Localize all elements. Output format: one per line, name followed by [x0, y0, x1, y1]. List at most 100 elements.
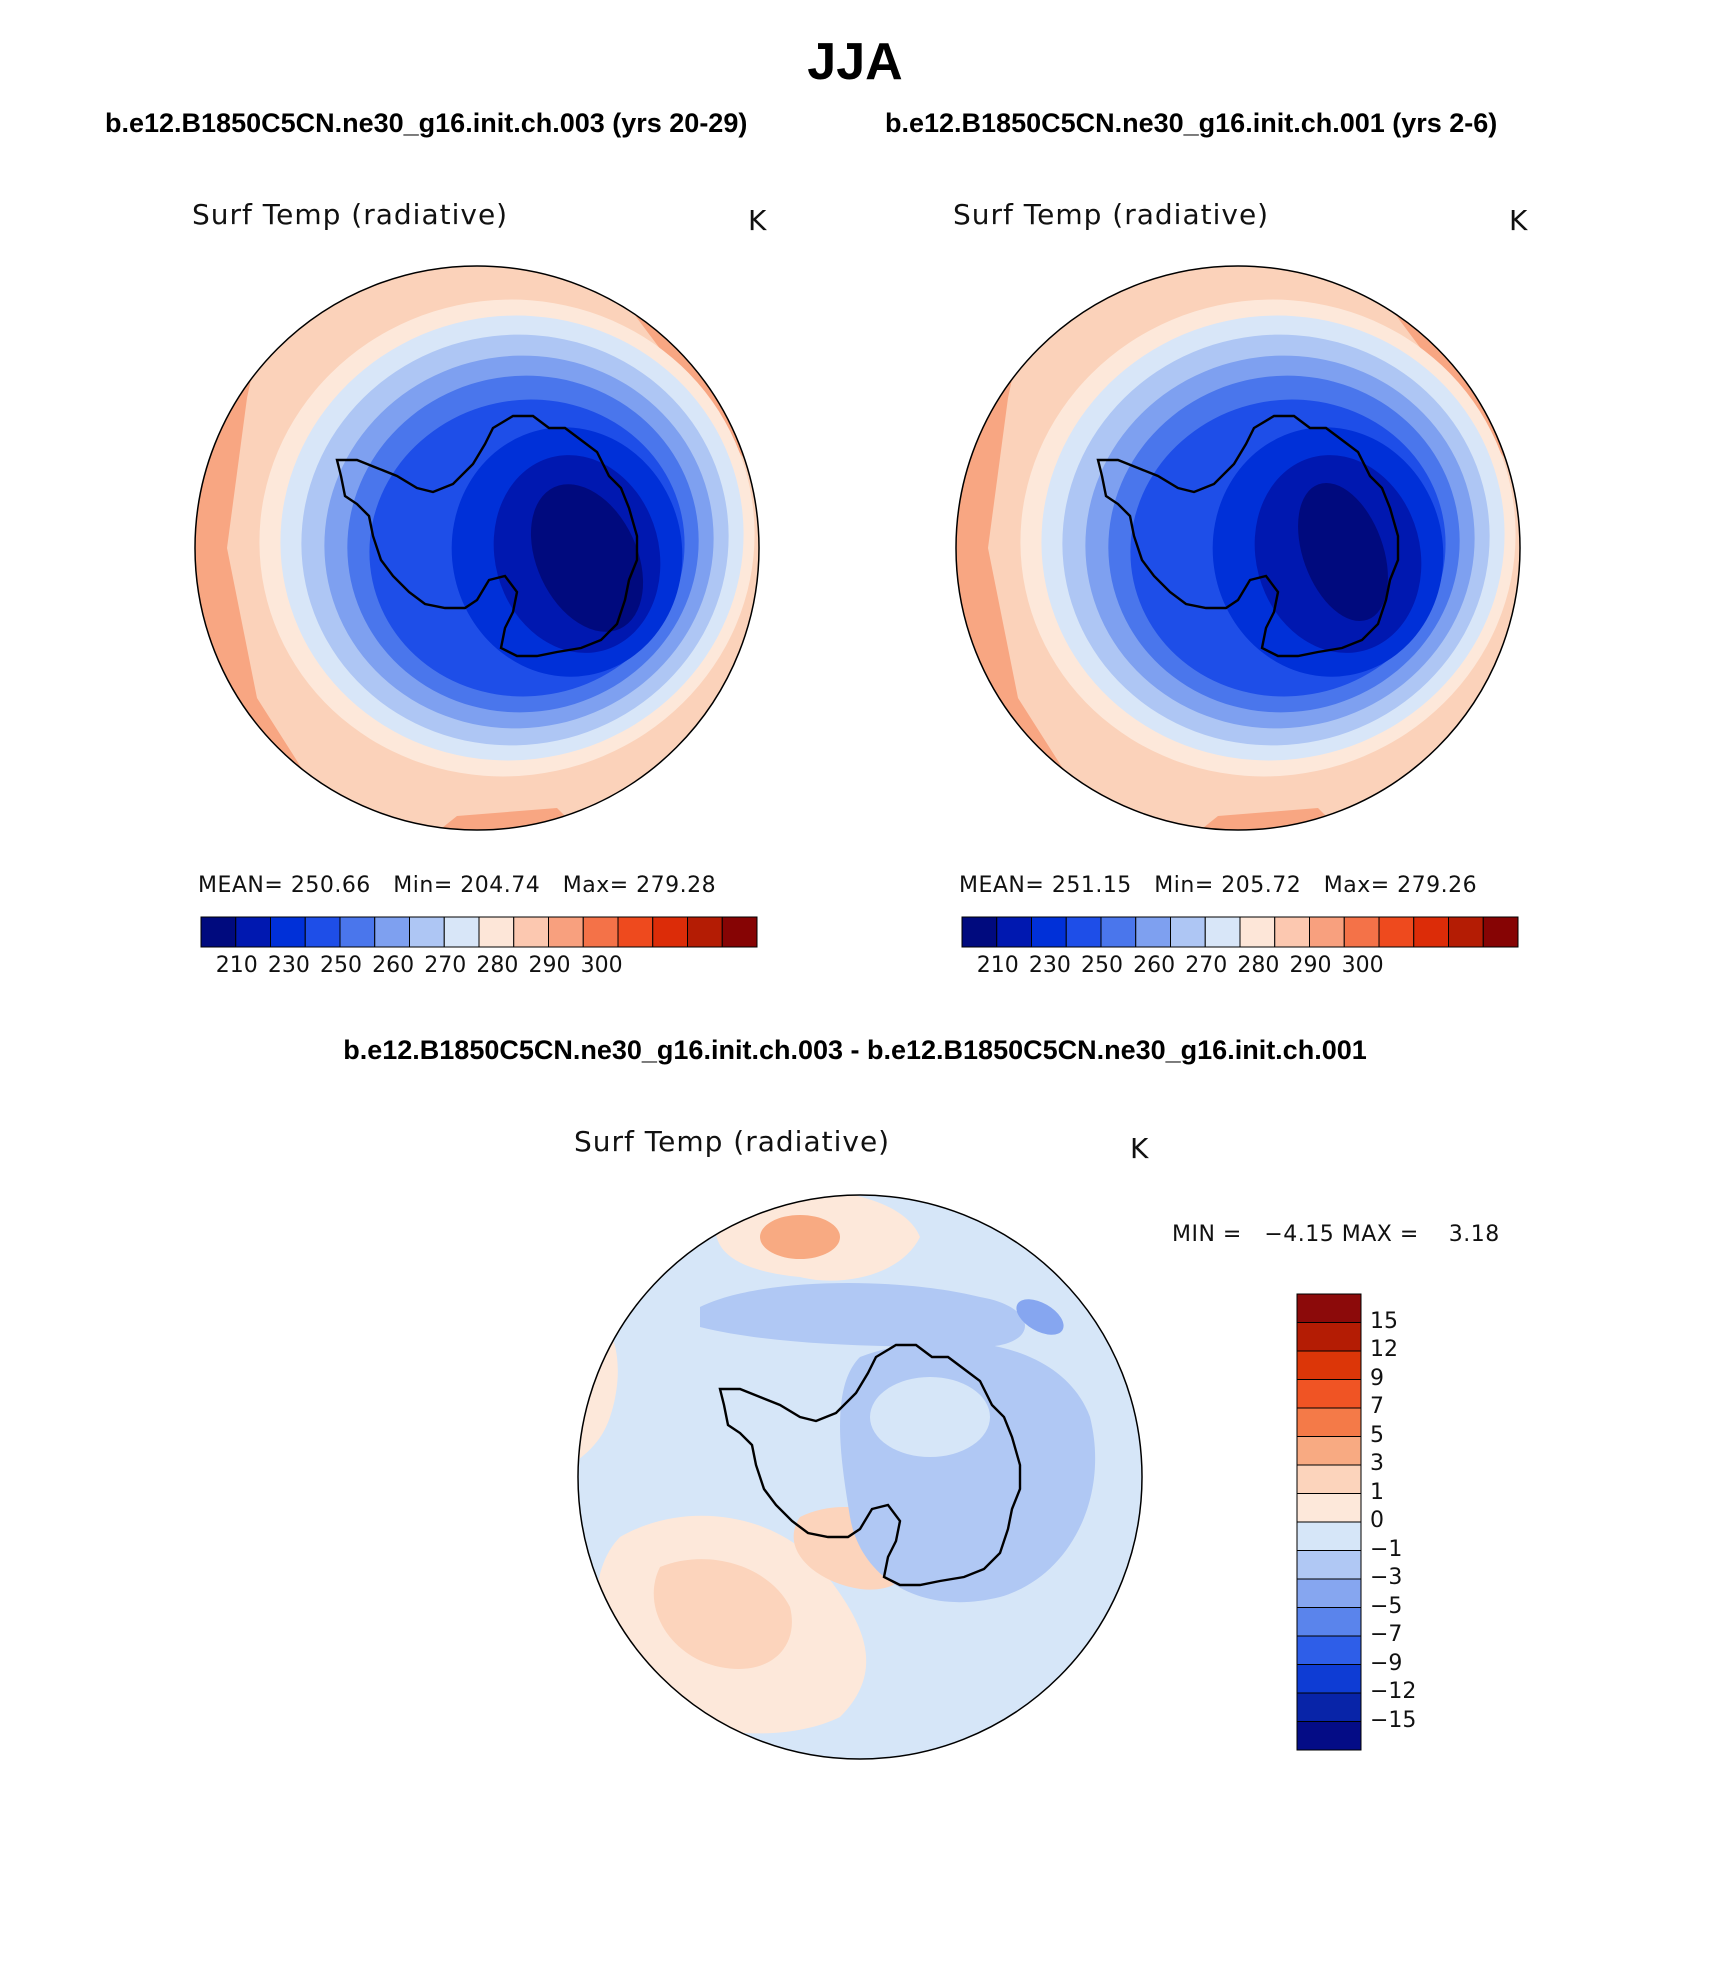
diff-minmax: MIN = −4.15 MAX = 3.18 [1172, 1222, 1500, 1247]
right-units-label: K [1509, 204, 1528, 237]
right-colorbar-ticks: 210 230 250 260 270 280 290 300 [962, 953, 1518, 983]
colorbar-swatch [374, 916, 410, 948]
colorbar-tick-label: −7 [1370, 1622, 1403, 1647]
difference-colorbar [1296, 1293, 1362, 1751]
left-min-value: 204.74 [460, 873, 541, 898]
colorbar-swatch [1296, 1550, 1362, 1580]
right-stats: MEAN= 251.15 Min= 205.72 Max= 279.26 [959, 873, 1477, 898]
colorbar-swatch [1296, 1407, 1362, 1437]
colorbar-tick-label: −1 [1370, 1536, 1403, 1562]
colorbar-swatch [443, 916, 480, 948]
colorbar-swatch [1296, 1635, 1362, 1665]
colorbar-swatch [1309, 916, 1345, 948]
colorbar-tick-label: 270 [424, 953, 467, 978]
colorbar-swatch [1065, 916, 1102, 948]
colorbar-swatch [721, 916, 758, 948]
colorbar-swatch [1296, 1607, 1362, 1637]
left-colorbar-ticks: 210 230 250 260 270 280 290 300 [201, 953, 757, 983]
colorbar-swatch [409, 916, 445, 948]
colorbar-swatch [1239, 916, 1276, 948]
left-max-value: 279.28 [636, 873, 717, 898]
contour-210 [530, 484, 644, 632]
left-colorbar [200, 916, 758, 948]
colorbar-swatch [961, 916, 998, 948]
colorbar-tick-label: −12 [1370, 1679, 1417, 1704]
diff-max-value: 3.18 [1448, 1222, 1500, 1247]
diff-min-label: MIN = [1172, 1222, 1242, 1247]
colorbar-swatch [1296, 1721, 1362, 1751]
left-min-label: Min= [393, 873, 453, 898]
colorbar-swatch [1031, 916, 1067, 948]
colorbar-swatch [1204, 916, 1241, 948]
outer-warm-band [195, 266, 417, 830]
colorbar-tick-label: 12 [1370, 1337, 1398, 1362]
colorbar-tick-label: 280 [1237, 953, 1280, 978]
colorbar-swatch [1378, 916, 1415, 948]
colorbar-tick-label: −9 [1370, 1650, 1403, 1676]
colorbar-swatch [1413, 916, 1449, 948]
difference-colorbar-ticks: 15 12 9 7 5 3 1 0 −1 −3 −5 −7 −9 −12 −15 [1370, 1292, 1450, 1752]
colorbar-tick-label: 5 [1370, 1422, 1384, 1448]
colorbar-tick-label: 250 [320, 953, 362, 978]
colorbar-swatch [270, 916, 306, 948]
colorbar-swatch [1296, 1322, 1362, 1352]
colorbar-tick-label: 300 [1341, 953, 1384, 978]
left-variable-label: Surf Temp (radiative) [192, 198, 509, 231]
colorbar-swatch [1482, 916, 1519, 948]
colorbar-swatch [996, 916, 1032, 948]
colorbar-swatch [235, 916, 271, 948]
colorbar-tick-label: −3 [1370, 1565, 1403, 1590]
colorbar-swatch [582, 916, 619, 948]
map-boundary [194, 265, 760, 831]
left-mean-value: 250.66 [290, 873, 371, 898]
colorbar-tick-label: 15 [1370, 1308, 1398, 1334]
left-max-label: Max= [562, 873, 629, 898]
right-min-label: Min= [1154, 873, 1214, 898]
right-max-label: Max= [1323, 873, 1390, 898]
right-max-value: 279.26 [1397, 873, 1478, 898]
right-polar-map [955, 265, 1521, 831]
colorbar-tick-label: 270 [1185, 953, 1228, 978]
colorbar-swatch [1170, 916, 1206, 948]
right-colorbar [961, 916, 1519, 948]
colorbar-swatch [1296, 1436, 1362, 1466]
colorbar-swatch [1296, 1521, 1362, 1551]
colorbar-swatch [304, 916, 341, 948]
colorbar-swatch [1100, 916, 1137, 948]
colorbar-swatch [1296, 1293, 1362, 1323]
difference-title: b.e12.B1850C5CN.ne30_g16.init.ch.003 - b… [343, 1035, 1367, 1065]
colorbar-swatch [1296, 1664, 1362, 1694]
colorbar-swatch [1343, 916, 1380, 948]
left-mean-label: MEAN= [198, 873, 284, 898]
right-mean-label: MEAN= [959, 873, 1045, 898]
right-mean-value: 251.15 [1051, 873, 1132, 898]
right-case-title: b.e12.B1850C5CN.ne30_g16.init.ch.001 (yr… [885, 108, 1498, 138]
colorbar-tick-label: 3 [1370, 1451, 1384, 1476]
figure-title: JJA [807, 33, 903, 91]
colorbar-tick-label: 250 [1081, 953, 1123, 978]
left-stats: MEAN= 250.66 Min= 204.74 Max= 279.28 [198, 873, 716, 898]
left-case-title: b.e12.B1850C5CN.ne30_g16.init.ch.003 (yr… [105, 108, 748, 138]
colorbar-swatch [1448, 916, 1484, 948]
colorbar-swatch [1296, 1578, 1362, 1608]
colorbar-tick-label: 280 [476, 953, 519, 978]
colorbar-swatch [687, 916, 723, 948]
colorbar-tick-label: 9 [1370, 1365, 1384, 1391]
colorbar-swatch [1296, 1493, 1362, 1523]
diff-min-value: −4.15 [1264, 1222, 1335, 1247]
colorbar-tick-label: 260 [1133, 953, 1176, 978]
colorbar-tick-label: 210 [976, 953, 1019, 978]
diff-units-label: K [1130, 1132, 1149, 1165]
colorbar-tick-label: 300 [580, 953, 623, 978]
colorbar-swatch [1274, 916, 1310, 948]
colorbar-swatch [1296, 1464, 1362, 1494]
colorbar-tick-label: 290 [528, 953, 571, 978]
colorbar-swatch [1296, 1692, 1362, 1722]
colorbar-swatch [339, 916, 376, 948]
colorbar-tick-label: −5 [1370, 1593, 1403, 1619]
colorbar-swatch [548, 916, 584, 948]
colorbar-tick-label: 1 [1370, 1479, 1384, 1505]
colorbar-tick-label: 0 [1370, 1508, 1384, 1533]
colorbar-swatch [1296, 1379, 1362, 1409]
left-units-label: K [748, 204, 767, 237]
